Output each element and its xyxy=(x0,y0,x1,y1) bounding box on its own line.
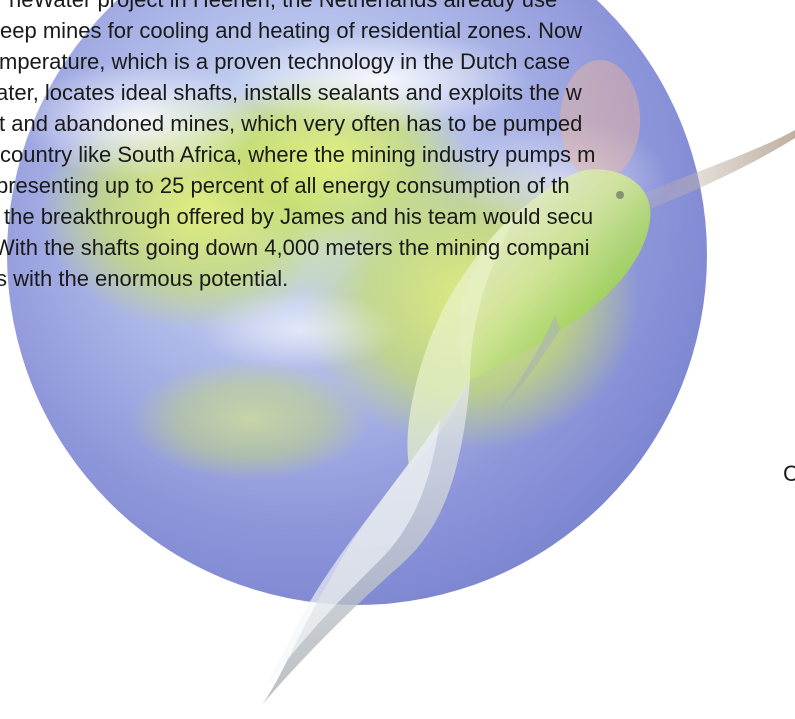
text-line: ater, locates ideal shafts, installs sea… xyxy=(0,80,582,105)
text-line: presenting up to 25 percent of all energ… xyxy=(0,173,570,198)
text-line: mperature, which is a proven technology … xyxy=(0,49,571,74)
text-line: country like South Africa, where the min… xyxy=(0,142,596,167)
hummingbird-icon xyxy=(262,130,795,705)
text-line: t and abandoned mines, which very often … xyxy=(0,111,583,136)
text-line: neWater project in Heerlen, the Netherla… xyxy=(9,0,557,14)
text-line: the breakthrough offered by James and hi… xyxy=(4,204,594,229)
text-line: s with the enormous potential. xyxy=(0,266,289,291)
cropped-letter: C xyxy=(783,461,795,486)
text-line: eep mines for cooling and heating of res… xyxy=(0,18,583,43)
text-line: With the shafts going down 4,000 meters … xyxy=(0,235,590,260)
